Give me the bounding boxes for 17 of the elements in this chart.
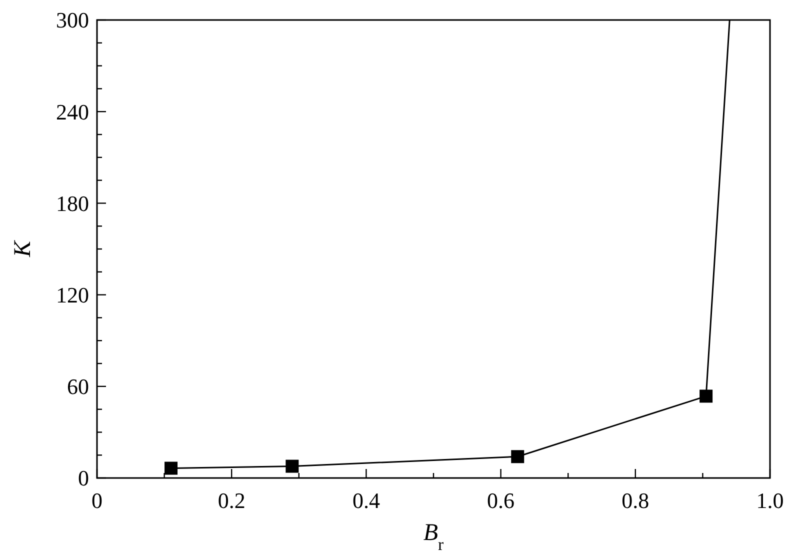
x-tick-label: 1.0 <box>756 488 784 513</box>
y-tick-label: 0 <box>78 466 89 491</box>
y-axis-title: K <box>10 239 36 258</box>
point <box>511 450 524 464</box>
point <box>700 390 713 403</box>
point <box>286 460 299 473</box>
x-tick-label: 0.4 <box>352 488 380 513</box>
y-tick-label: 60 <box>67 374 89 400</box>
x-tick-label: 0.6 <box>487 488 515 513</box>
point <box>164 462 178 475</box>
y-tick-label: 120 <box>56 282 89 308</box>
y-tick-label: 240 <box>56 99 89 124</box>
y-tick-label: 300 <box>56 8 89 33</box>
x-tick-label: 0.8 <box>622 488 650 513</box>
x-axis-title: B$_{r}$ <box>423 520 444 554</box>
y-tick-label: 180 <box>56 190 89 216</box>
x-tick-label: 0.2 <box>218 488 246 513</box>
